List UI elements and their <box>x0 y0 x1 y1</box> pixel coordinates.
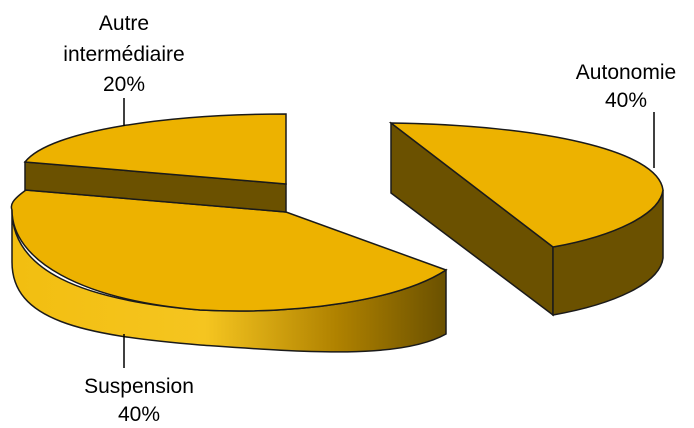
label-autre-line2: intermédiaire <box>63 43 184 66</box>
value-label-suspension: 40% <box>118 403 160 426</box>
value-label-autre: 20% <box>103 73 145 96</box>
slice-suspension-rim <box>11 209 447 353</box>
slice-autre-intermediaire <box>23 113 287 213</box>
label-suspension: Suspension <box>84 375 194 398</box>
slice-autonomie <box>388 121 664 317</box>
slice-suspension-top <box>10 189 448 312</box>
value-label-autonomie: 40% <box>605 89 647 112</box>
slice-autonomie-top <box>388 122 664 248</box>
label-autonomie: Autonomie <box>576 61 676 84</box>
slice-suspension <box>10 189 448 353</box>
slice-autre-top <box>23 113 287 185</box>
label-autre-line1: Autre <box>99 12 149 35</box>
